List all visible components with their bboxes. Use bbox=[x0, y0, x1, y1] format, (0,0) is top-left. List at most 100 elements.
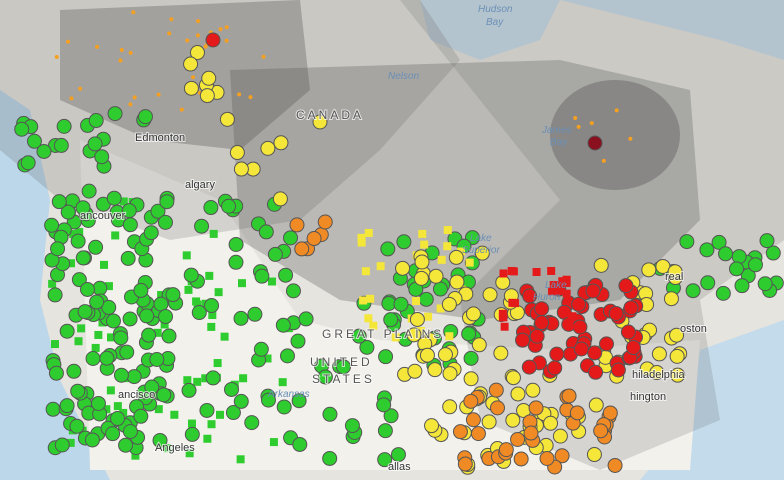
monitor bbox=[393, 296, 409, 312]
smoke-plume bbox=[60, 0, 310, 150]
monitor bbox=[233, 393, 249, 409]
sensor-square bbox=[182, 251, 191, 260]
monitor bbox=[204, 298, 220, 314]
monitor bbox=[233, 310, 249, 326]
sensor-square bbox=[107, 333, 116, 342]
monitor bbox=[547, 360, 563, 376]
monitor bbox=[69, 418, 85, 434]
sensor-square bbox=[131, 451, 140, 460]
monitor bbox=[290, 333, 306, 349]
monitor bbox=[396, 234, 412, 250]
city-label: Angeles bbox=[155, 442, 195, 454]
monitor bbox=[260, 140, 276, 156]
monitor bbox=[317, 214, 333, 230]
sensor-square bbox=[239, 374, 248, 383]
sensor-square bbox=[416, 326, 425, 335]
river-label: Nelson bbox=[388, 71, 420, 82]
sensor-square bbox=[499, 269, 508, 278]
monitor bbox=[685, 283, 701, 299]
monitor bbox=[587, 345, 603, 361]
monitor bbox=[105, 313, 121, 329]
monitor bbox=[312, 114, 328, 130]
monitor bbox=[77, 304, 93, 320]
fire-dot bbox=[132, 95, 137, 100]
monitor bbox=[498, 442, 514, 458]
monitor bbox=[554, 448, 570, 464]
sensor-square bbox=[106, 386, 115, 395]
monitor bbox=[20, 155, 36, 171]
city-label: allas bbox=[388, 461, 411, 473]
fire-dot bbox=[78, 86, 83, 91]
sensor-square bbox=[113, 402, 122, 411]
country-label: STATES bbox=[312, 372, 375, 386]
sensor-square bbox=[437, 255, 446, 264]
water-label: Huron bbox=[533, 292, 561, 303]
fire-dot bbox=[65, 39, 70, 44]
sensor-square bbox=[119, 408, 128, 417]
monitor bbox=[191, 305, 207, 321]
monitor bbox=[99, 350, 115, 366]
monitor bbox=[489, 400, 505, 416]
monitor bbox=[158, 309, 174, 325]
monitor bbox=[543, 415, 559, 431]
monitor bbox=[759, 233, 775, 249]
sensor-square bbox=[214, 288, 223, 297]
monitor bbox=[283, 230, 299, 246]
monitor bbox=[84, 432, 100, 448]
fire-dot bbox=[95, 44, 100, 49]
water-label: Superior bbox=[462, 245, 500, 256]
monitor bbox=[418, 291, 434, 307]
fire-dot bbox=[576, 124, 581, 129]
arctic-water bbox=[0, 0, 784, 60]
sensor-square bbox=[565, 321, 574, 330]
sensor-square bbox=[278, 378, 287, 387]
monitor bbox=[419, 347, 435, 363]
monitor bbox=[199, 88, 215, 104]
sensor-square bbox=[558, 277, 567, 286]
monitor bbox=[121, 203, 137, 219]
monitor bbox=[113, 367, 129, 383]
monitor bbox=[137, 109, 153, 125]
fire-dot bbox=[573, 115, 578, 120]
sensor-square bbox=[163, 444, 172, 453]
monitor bbox=[505, 412, 521, 428]
monitor bbox=[474, 245, 490, 261]
monitor bbox=[75, 200, 91, 216]
sensor-square bbox=[238, 279, 247, 288]
monitor bbox=[522, 288, 538, 304]
sensor-square bbox=[366, 294, 375, 303]
sensor-square bbox=[185, 449, 194, 458]
monitor bbox=[59, 323, 75, 339]
sensor-square bbox=[436, 304, 445, 313]
sensor-square bbox=[66, 259, 75, 268]
monitor bbox=[92, 280, 108, 296]
sensor-square bbox=[465, 258, 474, 267]
monitor bbox=[139, 308, 155, 324]
sensor-square bbox=[420, 240, 429, 249]
monitor bbox=[457, 456, 473, 472]
monitor bbox=[152, 432, 168, 448]
monitor bbox=[585, 283, 601, 299]
monitor bbox=[51, 194, 67, 210]
monitor bbox=[359, 339, 375, 355]
monitor bbox=[267, 246, 283, 262]
sensor-square bbox=[547, 287, 556, 296]
sensor-square bbox=[154, 405, 163, 414]
monitor bbox=[729, 261, 745, 277]
monitor bbox=[610, 362, 626, 378]
monitor bbox=[765, 245, 781, 261]
sensor-square bbox=[361, 267, 370, 276]
monitor bbox=[183, 80, 199, 96]
sensor-layer bbox=[14, 10, 784, 475]
monitor bbox=[156, 387, 172, 403]
monitor bbox=[119, 344, 135, 360]
monitor bbox=[258, 224, 274, 240]
monitor bbox=[161, 328, 177, 344]
sensor-square bbox=[209, 229, 218, 238]
monitor bbox=[90, 395, 106, 411]
river-label: Arkansas bbox=[267, 389, 310, 400]
monitor bbox=[144, 379, 160, 395]
monitor bbox=[229, 145, 245, 161]
monitor bbox=[442, 399, 458, 415]
monitor bbox=[228, 236, 244, 252]
